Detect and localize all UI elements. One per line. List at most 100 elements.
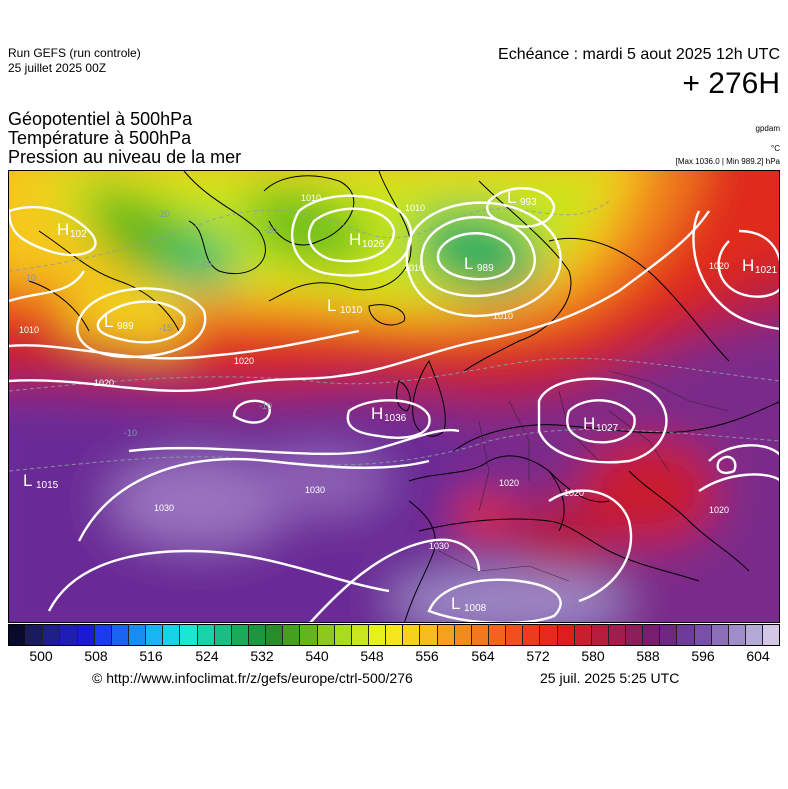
source-credit: © http://www.infoclimat.fr/z/gefs/europe… (92, 670, 413, 686)
isotherm-label: -10 (259, 401, 272, 411)
svg-text:1021: 1021 (755, 265, 778, 276)
color-scale-swatch (626, 625, 644, 645)
svg-text:993: 993 (520, 197, 537, 208)
isobar-label: 1010 (404, 263, 424, 273)
low-pressure-center: L 989 (464, 254, 494, 274)
color-scale-swatch (94, 625, 112, 645)
color-scale-swatch (60, 625, 78, 645)
isobar-label: 1020 (499, 478, 519, 488)
low-pressure-center: L 1015 (23, 471, 59, 491)
color-scale-tick: 532 (250, 648, 274, 664)
color-scale-swatch (523, 625, 541, 645)
color-scale-tick: 556 (415, 648, 439, 664)
low-pressure-center: L 989 (104, 312, 134, 332)
color-scale-swatch (283, 625, 301, 645)
color-scale-swatch (454, 625, 472, 645)
color-scale-tick: 564 (471, 648, 495, 664)
color-scale-swatch (506, 625, 524, 645)
color-scale-swatch (471, 625, 489, 645)
svg-text:1008: 1008 (464, 603, 487, 614)
color-scale-swatch (43, 625, 61, 645)
svg-text:H: H (349, 230, 361, 249)
lead-time: + 276H (682, 67, 780, 100)
color-scale-swatch (248, 625, 267, 645)
isobar-label: 1020 (234, 356, 254, 366)
color-scale-swatch (146, 625, 164, 645)
isobar-labels: 1010 1010 1010 1010 1010 1020 1020 1020 1020 1030… (19, 193, 729, 551)
geopotential-field (9, 171, 779, 622)
color-scale-tick: 580 (581, 648, 605, 664)
isobar-label: 1020 (709, 261, 729, 271)
parameter-geopotential: Géopotentiel à 500hPa (8, 109, 193, 129)
run-date: 25 juillet 2025 00Z (8, 61, 107, 75)
isobar-label: 1010 (19, 325, 39, 335)
isotherm-label: -10 (23, 273, 36, 283)
color-scale-swatch (9, 625, 27, 645)
low-pressure-center: L 1010 (327, 296, 363, 316)
svg-text:L: L (464, 254, 473, 273)
svg-text:L: L (507, 188, 516, 207)
color-scale-tick: 516 (139, 648, 163, 664)
svg-text:989: 989 (117, 321, 134, 332)
isobars (9, 187, 779, 622)
color-scale-swatch (197, 625, 215, 645)
svg-text:H: H (583, 414, 595, 433)
svg-text:102: 102 (70, 229, 87, 240)
weather-map: 1010 1010 1010 1010 1010 1020 1020 1020 1020 1030… (8, 170, 780, 623)
color-scale-swatch (386, 625, 404, 645)
color-scale-swatch (180, 625, 198, 645)
color-scale-swatch (26, 625, 44, 645)
parameter-temperature: Température à 500hPa (8, 128, 192, 148)
svg-text:H: H (57, 220, 69, 239)
color-scale-swatch (608, 625, 627, 645)
color-scale-swatch (77, 625, 95, 645)
color-scale-swatch (591, 625, 609, 645)
low-pressure-center: L 1008 (451, 594, 487, 614)
color-scale-swatch (266, 625, 284, 645)
unit-geopotential: gpdam (755, 124, 780, 133)
color-scale-swatch (728, 625, 747, 645)
color-scale-swatch (437, 625, 455, 645)
forecast-valid-time: Echéance : mardi 5 aout 2025 12h UTC (498, 46, 780, 63)
low-pressure-center: L 993 (507, 188, 537, 208)
svg-text:L: L (327, 296, 336, 315)
color-scale-swatch (557, 625, 575, 645)
isobar-label: 1010 (405, 203, 425, 213)
high-pressure-center: H 102 (57, 220, 87, 240)
isotherm-label: -15 (159, 323, 172, 333)
color-scale-swatch (300, 625, 318, 645)
isobar-label: 1010 (493, 311, 513, 321)
color-scale-swatch (368, 625, 387, 645)
coastlines (28, 171, 779, 622)
svg-text:1036: 1036 (384, 413, 407, 424)
high-pressure-center: H 1027 (583, 414, 619, 434)
color-scale-swatch (128, 625, 147, 645)
isobar-label: 1030 (429, 541, 449, 551)
run-title: Run GEFS (run controle) (8, 46, 141, 60)
weather-map-canvas: 1010 1010 1010 1010 1010 1020 1020 1020 1020 1030… (9, 171, 779, 622)
svg-text:H: H (742, 256, 754, 275)
isobar-label: 1010 (301, 193, 321, 203)
color-scale-ticks: 500 508 516 524 532 540 548 556 564 572 580 588 596 6… (8, 648, 780, 666)
isotherm-label: -20 (264, 225, 277, 235)
color-scale-swatch (334, 625, 352, 645)
color-scale-swatch (111, 625, 129, 645)
color-scale-swatch (403, 625, 421, 645)
color-scale-swatch (231, 625, 249, 645)
color-scale-swatch (643, 625, 661, 645)
generated-time: 25 juil. 2025 5:25 UTC (540, 670, 680, 686)
color-scale-tick: 588 (636, 648, 660, 664)
unit-temperature: °C (771, 144, 780, 153)
isobar-label: 1020 (94, 378, 114, 388)
color-scale-tick: 524 (195, 648, 219, 664)
high-pressure-center: H 1036 (371, 404, 407, 424)
isotherm-label: -20 (157, 209, 170, 219)
isobar-label: 1030 (154, 503, 174, 513)
color-scale-tick: 604 (746, 648, 770, 664)
color-scale-swatch (488, 625, 507, 645)
svg-text:L: L (23, 471, 32, 490)
color-scale-swatch (214, 625, 232, 645)
svg-text:H: H (371, 404, 383, 423)
color-scale-tick: 508 (84, 648, 108, 664)
